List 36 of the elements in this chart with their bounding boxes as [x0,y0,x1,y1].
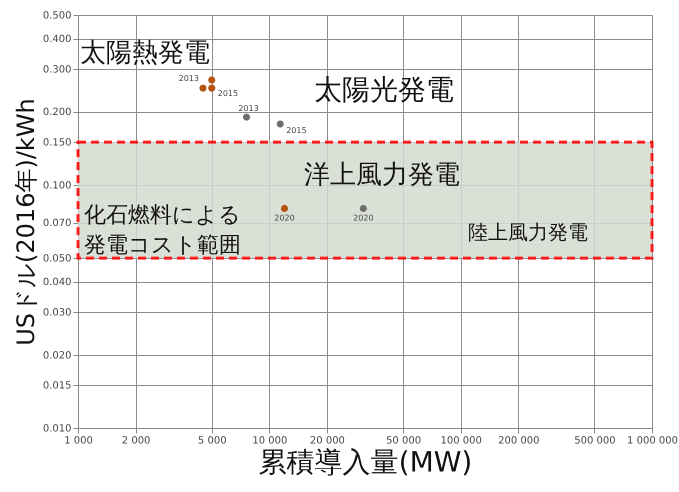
y-tick-label: 0.050 [42,254,72,265]
y-tick-label: 0.070 [42,218,72,230]
annotation: 2015 [286,126,307,136]
y-tick-label: 0.015 [42,380,72,392]
x-tick-label: 2 000 [122,436,150,446]
annotation: 太陽光発電 [314,73,454,106]
x-tick-label: 50 000 [386,436,422,446]
annotation: 陸上風力発電 [468,220,588,244]
annotation: 2020 [274,213,295,222]
annotation: 2013 [238,104,259,114]
y-tick-label: 0.300 [42,64,72,76]
x-tick-label: 10 000 [252,436,288,446]
annotation: 2013 [178,74,199,84]
annotation: 2015 [218,89,238,98]
x-tick-label: 100 000 [440,436,482,446]
y-tick-label: 0.500 [42,10,72,22]
y-tick-label: 0.010 [42,424,72,434]
band-label: 化石燃料による発電コスト範囲 [84,203,241,258]
x-tick-label: 1 000 000 [627,436,678,446]
y-axis-title: USドル(2016年)/kWh [12,98,40,346]
x-tick-label: 20 000 [310,436,345,446]
x-tick-label: 200 000 [498,436,540,446]
x-tick-label: 1 000 [64,436,93,446]
y-tick-label: 0.150 [42,138,72,149]
annotation: 太陽熱発電 [80,38,210,68]
x-tick-label: 500 000 [574,436,616,446]
y-tick-label: 0.040 [42,277,72,288]
y-tick-label: 0.020 [42,350,72,362]
x-tick-label: 5 000 [198,436,227,446]
x-axis-title: 累積導入量(MW) [258,446,472,478]
y-tick-label: 0.200 [42,107,72,118]
y-tick-label: 0.030 [42,308,72,319]
y-tick-label: 0.100 [42,180,72,192]
annotation: 洋上風力発電 [304,160,460,190]
annotation: 2020 [353,213,374,222]
y-tick-label: 0.400 [42,34,72,46]
